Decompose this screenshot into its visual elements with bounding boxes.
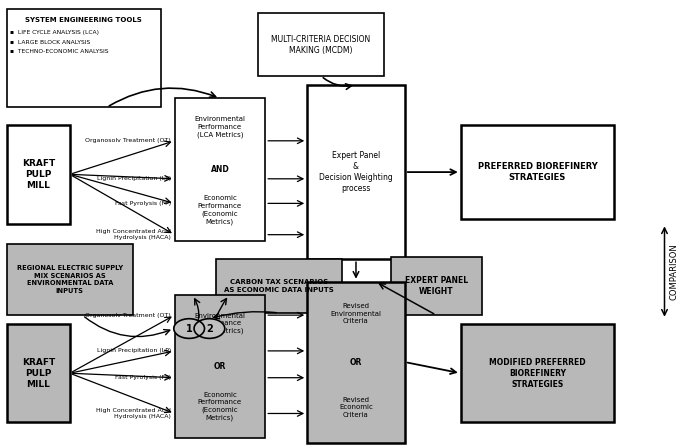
Text: Expert Panel
&
Decision Weighting
process: Expert Panel & Decision Weighting proces… [319, 151, 393, 193]
Text: Environmental
Performance
(LCA Metrics): Environmental Performance (LCA Metrics) [194, 313, 246, 334]
Circle shape [194, 319, 225, 338]
Text: MODIFIED PREFERRED
BIOREFINERY
STRATEGIES: MODIFIED PREFERRED BIOREFINERY STRATEGIE… [489, 358, 586, 389]
FancyBboxPatch shape [391, 257, 482, 315]
FancyBboxPatch shape [7, 244, 133, 315]
Text: Lignin Precipitation (LP): Lignin Precipitation (LP) [97, 348, 171, 354]
FancyBboxPatch shape [216, 259, 342, 313]
Text: SYSTEM ENGINEERING TOOLS: SYSTEM ENGINEERING TOOLS [25, 17, 142, 23]
FancyBboxPatch shape [307, 85, 405, 259]
Text: Economic
Performance
(Economic
Metrics): Economic Performance (Economic Metrics) [198, 195, 242, 225]
FancyBboxPatch shape [307, 282, 405, 443]
Text: REGIONAL ELECTRIC SUPPLY
MIX SCENARIOS AS
ENVIRONMENTAL DATA
INPUTS: REGIONAL ELECTRIC SUPPLY MIX SCENARIOS A… [17, 265, 123, 294]
FancyBboxPatch shape [7, 9, 161, 107]
Text: Organosolv Treatment (OT): Organosolv Treatment (OT) [85, 138, 171, 143]
Text: OR: OR [350, 358, 362, 367]
Text: Lignin Precipitation (LP): Lignin Precipitation (LP) [97, 176, 171, 181]
FancyBboxPatch shape [461, 324, 614, 422]
Text: PREFERRED BIOREFINERY
STRATEGIES: PREFERRED BIOREFINERY STRATEGIES [477, 162, 597, 182]
FancyBboxPatch shape [174, 98, 265, 241]
Text: ▪  LIFE CYCLE ANALYSIS (LCA): ▪ LIFE CYCLE ANALYSIS (LCA) [10, 30, 100, 35]
FancyBboxPatch shape [174, 295, 265, 438]
Circle shape [174, 319, 205, 338]
Text: OR: OR [214, 362, 226, 371]
Text: COMPARISON: COMPARISON [669, 243, 678, 300]
Text: CARBON TAX SCENARIOS
AS ECONOMIC DATA INPUTS: CARBON TAX SCENARIOS AS ECONOMIC DATA IN… [224, 279, 334, 293]
Text: MULTI-CRITERIA DECISION
MAKING (MCDM): MULTI-CRITERIA DECISION MAKING (MCDM) [272, 35, 371, 55]
Text: KRAFT
PULP
MILL: KRAFT PULP MILL [22, 358, 55, 389]
Text: High Concentrated Acid
Hydrolysis (HACA): High Concentrated Acid Hydrolysis (HACA) [96, 408, 171, 419]
Text: Organosolv Treatment (OT): Organosolv Treatment (OT) [85, 312, 171, 318]
FancyBboxPatch shape [461, 125, 614, 219]
Text: ▪  LARGE BLOCK ANALYSIS: ▪ LARGE BLOCK ANALYSIS [10, 39, 91, 45]
Text: High Concentrated Acid
Hydrolysis (HACA): High Concentrated Acid Hydrolysis (HACA) [96, 229, 171, 240]
Text: KRAFT
PULP
MILL: KRAFT PULP MILL [22, 159, 55, 190]
Text: 1: 1 [186, 324, 193, 333]
Text: Economic
Performance
(Economic
Metrics): Economic Performance (Economic Metrics) [198, 392, 242, 422]
Text: Fast Pyrolysis (FP): Fast Pyrolysis (FP) [115, 201, 171, 206]
FancyBboxPatch shape [7, 324, 70, 422]
Text: Revised
Environmental
Criteria: Revised Environmental Criteria [330, 304, 382, 324]
FancyBboxPatch shape [258, 13, 384, 76]
Text: Revised
Economic
Criteria: Revised Economic Criteria [339, 396, 373, 417]
FancyBboxPatch shape [7, 125, 70, 224]
Text: 2: 2 [206, 324, 213, 333]
Text: ▪  TECHNO-ECONOMIC ANALYSIS: ▪ TECHNO-ECONOMIC ANALYSIS [10, 49, 109, 55]
Text: Environmental
Performance
(LCA Metrics): Environmental Performance (LCA Metrics) [194, 116, 246, 138]
Text: Fast Pyrolysis (FP): Fast Pyrolysis (FP) [115, 375, 171, 380]
Text: AND: AND [211, 165, 229, 174]
Text: EXPERT PANEL
WEIGHT: EXPERT PANEL WEIGHT [405, 276, 468, 296]
